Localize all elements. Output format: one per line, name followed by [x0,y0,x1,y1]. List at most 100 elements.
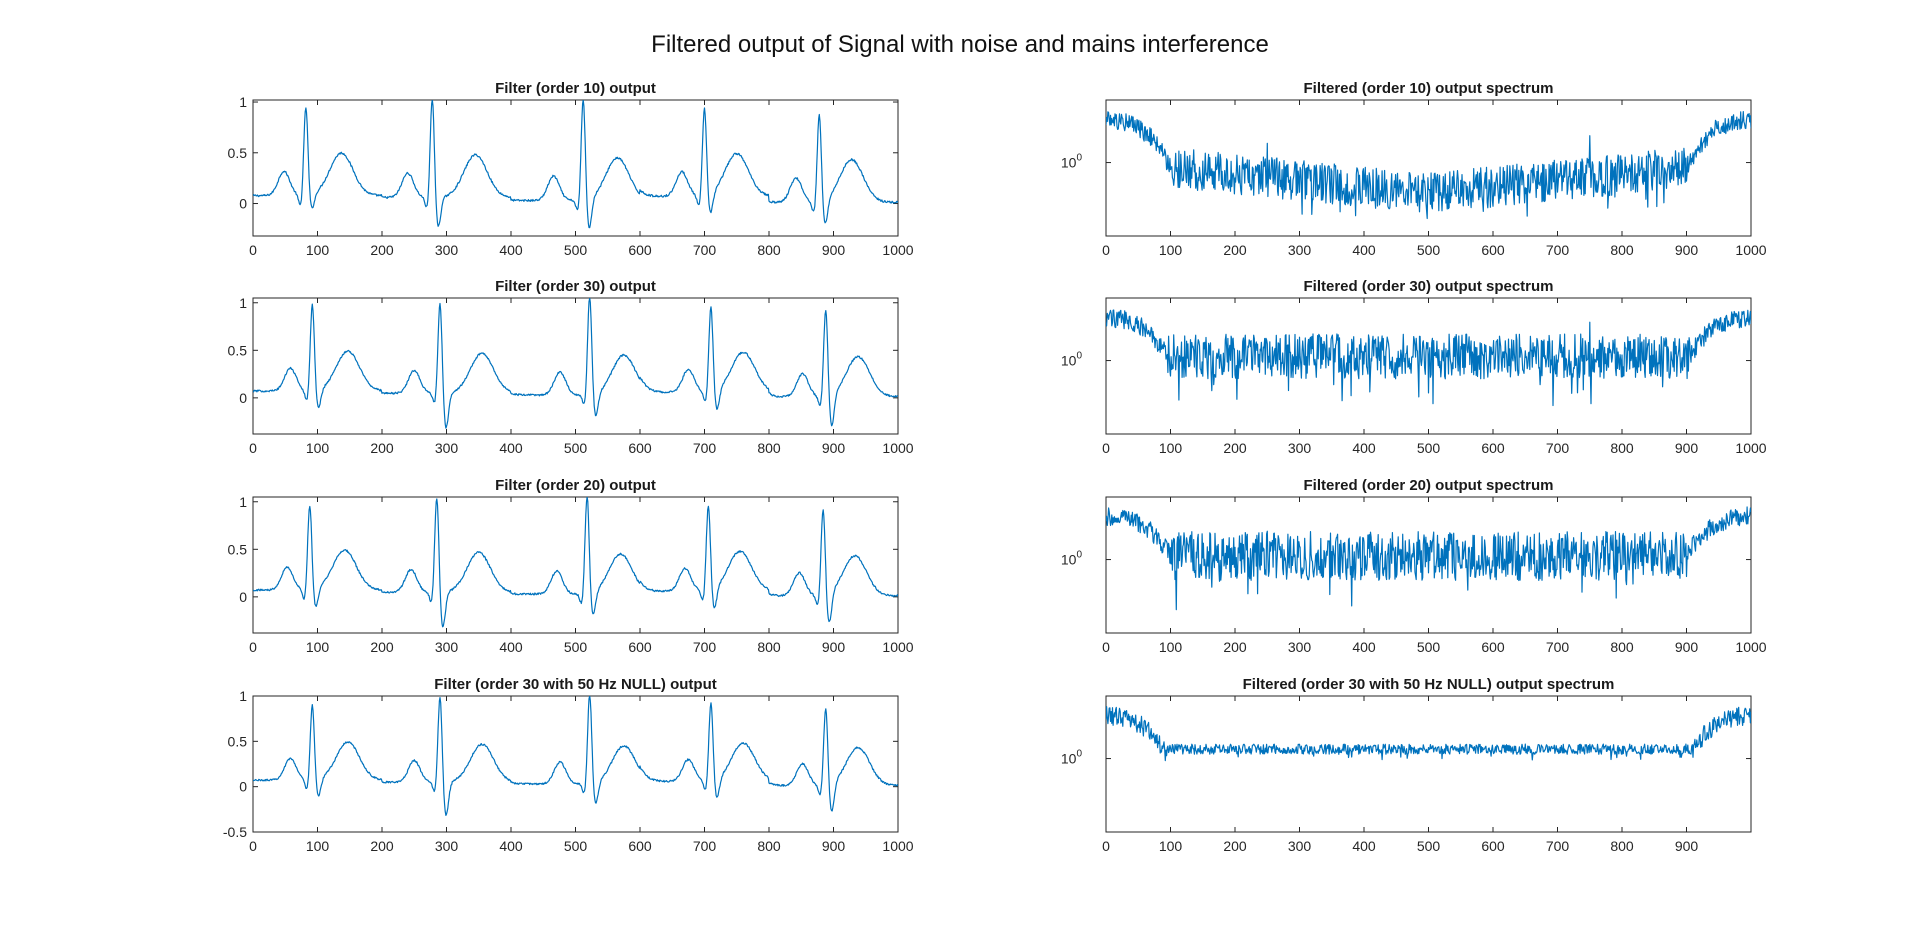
axes-title: Filter (order 30) output [495,278,656,295]
x-tick-label: 1000 [1735,440,1766,456]
x-tick-label: 200 [1223,242,1247,258]
x-tick-label: 600 [628,440,652,456]
x-tick-label: 900 [822,440,846,456]
x-tick-label: 800 [757,639,781,655]
output-axes: Filter (order 30 with 50 Hz NULL) output… [223,676,914,854]
x-tick-label: 0 [249,440,257,456]
y-tick-label: 0.5 [228,145,248,161]
x-tick-label: 500 [564,242,588,258]
output-axes: Filter (order 10) output 0 100 200 300 400 500… [228,80,914,258]
x-tick-label: 100 [306,242,330,258]
x-tick-label: 800 [1610,639,1634,655]
output-axes: Filter (order 30) output 0 100 200 300 400 500… [228,278,914,456]
axes-frame [252,297,899,435]
x-tick-label: 500 [1417,440,1441,456]
output-axes: Filter (order 20) output 0 100 200 300 400 500… [228,477,914,655]
x-tick-label: 1000 [882,639,913,655]
x-tick-label: 700 [1546,838,1570,854]
y-tick-label: 0.5 [228,733,248,749]
y-tick-label: 0.5 [228,342,248,358]
axes-title: Filtered (order 30 with 50 Hz NULL) outp… [1243,676,1615,693]
x-tick-label: 600 [628,838,652,854]
axes-frame [1105,695,1752,833]
x-tick-label: 200 [1223,639,1247,655]
x-tick-label: 100 [1159,242,1183,258]
axes-frame [252,99,899,237]
x-tick-label: 200 [370,639,394,655]
x-tick-label: 600 [1481,242,1505,258]
x-tick-label: 500 [564,639,588,655]
y-tick-label: -0.5 [223,824,247,840]
signal-line [253,100,898,229]
x-tick-label: 700 [693,639,717,655]
x-tick-label: 700 [1546,242,1570,258]
x-tick-label: 600 [628,639,652,655]
x-tick-label: 200 [1223,440,1247,456]
x-tick-label: 100 [1159,639,1183,655]
x-tick-label: 400 [1352,639,1376,655]
x-tick-label: 0 [249,242,257,258]
x-tick-label: 1000 [882,440,913,456]
x-tick-label: 600 [1481,838,1505,854]
x-tick-label: 300 [435,242,459,258]
x-tick-label: 300 [435,440,459,456]
x-tick-label: 100 [306,639,330,655]
x-tick-label: 0 [1102,440,1110,456]
x-tick-label: 1000 [1735,242,1766,258]
x-tick-label: 500 [1417,242,1441,258]
x-tick-label: 700 [693,440,717,456]
x-tick-label: 100 [1159,838,1183,854]
x-tick-label: 0 [249,838,257,854]
axes-title: Filtered (order 30) output spectrum [1303,278,1553,295]
x-tick-label: 400 [499,639,523,655]
y-tick-label: 100 [1061,550,1083,568]
x-tick-label: 800 [1610,440,1634,456]
x-tick-label: 700 [693,838,717,854]
axes-title: Filter (order 30 with 50 Hz NULL) output [434,676,717,693]
x-tick-label: 1000 [882,242,913,258]
y-tick-label: 1 [239,295,247,311]
x-tick-label: 300 [435,639,459,655]
spectrum-axes: Filtered (order 30 with 50 Hz NULL) outp… [1061,676,1752,854]
spectrum-line [1106,706,1751,762]
y-tick-exponent: 0 [1076,351,1082,362]
spectrum-line [1106,506,1751,611]
x-tick-label: 100 [306,838,330,854]
x-tick-label: 900 [822,242,846,258]
y-tick-label: 0 [239,589,247,605]
x-tick-label: 500 [564,440,588,456]
x-tick-label: 300 [1288,838,1312,854]
y-tick-label: 0 [239,196,247,212]
axes-title: Filtered (order 10) output spectrum [1303,80,1553,97]
y-tick-label: 100 [1061,153,1083,171]
x-tick-label: 800 [757,242,781,258]
x-tick-label: 400 [1352,242,1376,258]
axes-title: Filter (order 10) output [495,80,656,97]
y-tick-label: 1 [239,688,247,704]
axes-title: Filter (order 20) output [495,477,656,494]
x-tick-label: 900 [1675,242,1699,258]
axes-title: Filtered (order 20) output spectrum [1303,477,1553,494]
y-tick-exponent: 0 [1076,749,1082,760]
x-tick-label: 900 [1675,639,1699,655]
x-tick-label: 0 [249,639,257,655]
x-tick-label: 300 [1288,242,1312,258]
y-tick-label: 1 [239,494,247,510]
y-tick-label: 1 [239,94,247,110]
x-tick-label: 600 [1481,440,1505,456]
y-tick-label: 0 [239,779,247,795]
x-tick-label: 500 [1417,838,1441,854]
y-tick-exponent: 0 [1076,550,1082,561]
x-tick-label: 300 [1288,440,1312,456]
spectrum-line [1106,309,1751,407]
y-tick-label: 0 [239,390,247,406]
x-tick-label: 800 [1610,242,1634,258]
spectrum-line [1106,111,1751,220]
axes-frame [252,496,899,634]
signal-line [253,696,898,816]
x-tick-label: 600 [1481,639,1505,655]
x-tick-label: 400 [499,242,523,258]
